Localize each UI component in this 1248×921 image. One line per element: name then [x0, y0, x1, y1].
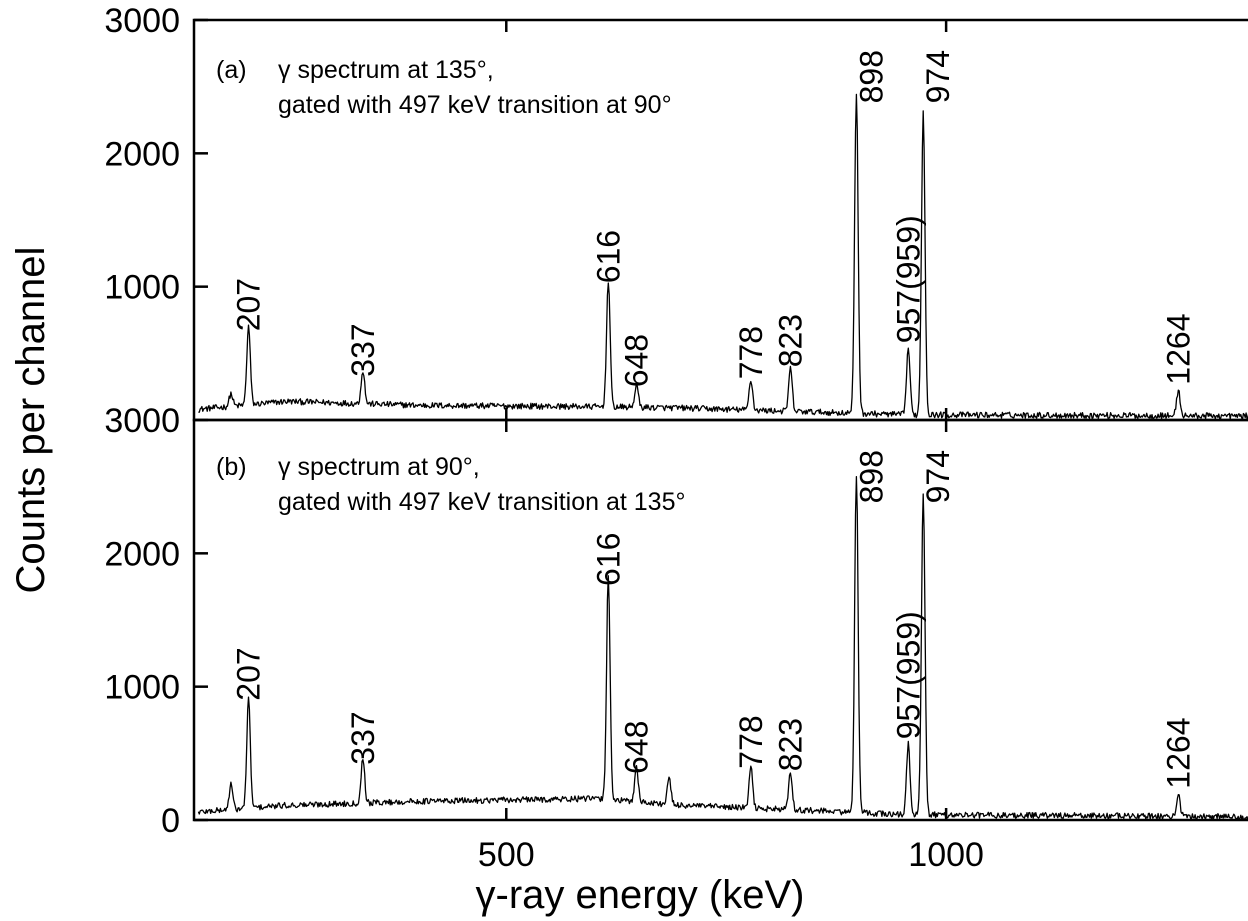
x-tick-labels: 500 1000 [478, 836, 984, 874]
panel-b-y-tick-label: 0 [161, 802, 180, 840]
panel-b-y-tick-label: 2000 [104, 535, 180, 573]
panel-a: 3000 2000 1000 207 337 616 648 778 823 898 957(95… [104, 2, 1248, 422]
panel-b-label: (b) [216, 453, 247, 481]
panel-a-spectrum-group [198, 93, 1248, 420]
panel-a-peak-label: 974 [920, 50, 956, 103]
panel-b-spectrum-group [197, 476, 1248, 821]
panel-a-peak-label: 337 [345, 323, 381, 376]
panel-a-y-tick-label: 2000 [104, 135, 180, 173]
panel-b-peak-label: 974 [920, 450, 956, 503]
panel-a-peak-label: 957(959) [890, 215, 926, 343]
panel-b-peak-label: 616 [590, 533, 626, 586]
panel-a-peak-label: 207 [231, 278, 267, 331]
panel-a-peak-label: 823 [772, 314, 808, 367]
panel-b-peak-label: 778 [733, 715, 769, 768]
panel-b-peak-labels: 207 337 616 648 778 823 898 957(959) 974 1264 [231, 450, 1197, 789]
panel-a-spectrum-line [198, 93, 1248, 420]
panel-a-peak-label: 648 [619, 334, 655, 387]
panel-a-peak-label: 616 [590, 230, 626, 283]
panel-a-peak-labels: 207 337 616 648 778 823 898 957(959) 974 1264 [231, 50, 1197, 387]
panel-a-peak-label: 898 [853, 50, 889, 103]
x-tick-label: 500 [478, 836, 535, 874]
panel-b-peak-label: 957(959) [890, 611, 926, 739]
panel-b-x-ticks [505, 420, 948, 820]
panel-b-peak-label: 1264 [1160, 718, 1196, 789]
panel-a-y-tick-label: 3000 [104, 2, 180, 40]
panel-a-caption-line2: gated with 497 keV transition at 90° [278, 91, 672, 119]
panel-a-y-ticks: 3000 2000 1000 [104, 2, 208, 307]
panel-b-peak-label: 648 [619, 721, 655, 774]
panel-b-peak-label: 898 [853, 450, 889, 503]
panel-b: 3000 2000 1000 0 207 337 616 648 778 823 898 957(9… [104, 402, 1248, 840]
panel-a-x-ticks [505, 20, 948, 420]
panel-b-peak-label: 207 [231, 647, 267, 700]
panel-b-spectrum-line [197, 476, 1248, 821]
panel-b-caption-line2: gated with 497 keV transition at 135° [278, 488, 685, 516]
panel-b-frame [192, 418, 1248, 822]
panel-b-y-tick-label: 3000 [104, 402, 180, 440]
panel-b-peak-label: 823 [772, 718, 808, 771]
panel-b-y-ticks: 3000 2000 1000 0 [104, 402, 208, 840]
panel-b-y-tick-label: 1000 [104, 669, 180, 707]
panel-a-caption-line1: γ spectrum at 135°, [278, 56, 494, 84]
x-tick-label: 1000 [908, 836, 984, 874]
panel-b-peak-label: 337 [345, 711, 381, 764]
panel-b-caption-line1: γ spectrum at 90°, [278, 453, 480, 481]
x-axis-title: γ-ray energy (keV) [476, 873, 805, 917]
panel-a-peak-label: 1264 [1160, 314, 1196, 385]
y-axis-title: Counts per channel [9, 247, 53, 594]
panel-a-peak-label: 778 [733, 326, 769, 379]
panel-a-label: (a) [216, 56, 247, 84]
panel-a-y-tick-label: 1000 [104, 269, 180, 307]
